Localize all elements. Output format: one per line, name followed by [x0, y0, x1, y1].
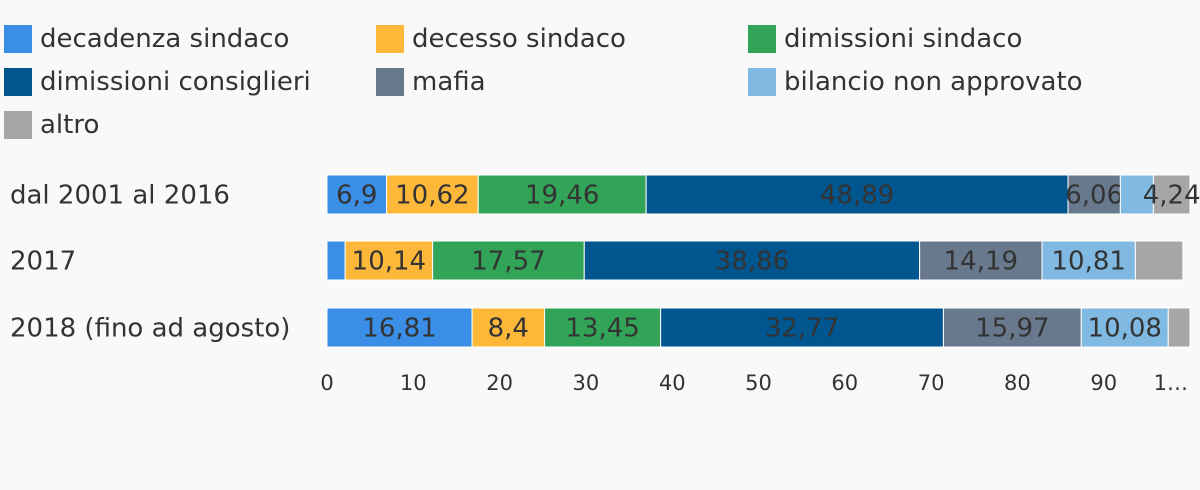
legend-label: dimissioni consiglieri [40, 67, 311, 97]
legend-item[interactable]: mafia [376, 67, 486, 97]
x-tick-label: 70 [918, 371, 945, 395]
legend-item[interactable]: altro [4, 110, 99, 140]
category-label: 2018 (fino ad agosto) [10, 314, 290, 344]
data-label: 15,97 [975, 314, 1049, 344]
bar-segment [326, 240, 346, 281]
legend-label: dimissioni sindaco [784, 24, 1023, 54]
legend-swatch [748, 25, 776, 53]
data-label: 19,46 [525, 181, 599, 211]
data-label: 6,9 [336, 181, 377, 211]
category-label: 2017 [10, 247, 76, 277]
data-label: 14,19 [944, 247, 1018, 277]
legend-label: altro [40, 110, 100, 140]
x-tick-label: 50 [745, 371, 772, 395]
bar-segment [1152, 174, 1191, 215]
legend-swatch [376, 68, 404, 96]
data-label: 17,57 [471, 247, 545, 277]
x-tick-label: 40 [659, 371, 686, 395]
bar-segment [471, 307, 546, 348]
bar-segment [645, 174, 1069, 215]
data-label: 4,24 [1143, 181, 1200, 211]
data-label: 6,06 [1065, 181, 1123, 211]
legend-item[interactable]: dimissioni consiglieri [4, 67, 311, 97]
legend-swatch [4, 68, 32, 96]
bar-segment [919, 240, 1043, 281]
data-label: 8,4 [488, 314, 529, 344]
legend-item[interactable]: bilancio non approvato [748, 67, 1083, 97]
bar-segment [432, 240, 585, 281]
bar-segment [326, 307, 473, 348]
legend-item[interactable]: decesso sindaco [376, 24, 626, 54]
bar-segment [1067, 174, 1121, 215]
bar-segment [344, 240, 434, 281]
legend-swatch [4, 111, 32, 139]
x-tick-label: 0 [320, 371, 333, 395]
bar-segment [386, 174, 479, 215]
data-label: 10,08 [1088, 314, 1162, 344]
data-label: 48,89 [820, 181, 894, 211]
legend-swatch [376, 25, 404, 53]
bar-segment [1167, 307, 1191, 348]
x-tick-label: 20 [486, 371, 513, 395]
legend-swatch [748, 68, 776, 96]
legend-label: decadenza sindaco [40, 24, 290, 54]
bar-segment [660, 307, 944, 348]
bar-segment [1041, 240, 1136, 281]
data-label: 32,77 [765, 314, 839, 344]
data-label: 10,62 [395, 181, 469, 211]
legend-label: mafia [412, 67, 486, 97]
x-tick-label: 10 [400, 371, 427, 395]
legend-label: decesso sindaco [412, 24, 626, 54]
bar-segment [477, 174, 647, 215]
data-label: 16,81 [362, 314, 436, 344]
bar-segment [942, 307, 1082, 348]
legend-item[interactable]: dimissioni sindaco [748, 24, 1022, 54]
bar-segment [583, 240, 921, 281]
data-label: 10,14 [352, 247, 426, 277]
legend: decadenza sindaco decesso sindaco dimissio… [0, 0, 1200, 150]
data-label: 38,86 [715, 247, 789, 277]
bar-segment [1119, 174, 1154, 215]
x-tick-label: 60 [831, 371, 858, 395]
x-tick-label: 90 [1090, 371, 1117, 395]
bar-segment [1134, 240, 1184, 281]
data-label: 13,45 [565, 314, 639, 344]
data-label: 10,81 [1052, 247, 1126, 277]
x-tick-label: 80 [1004, 371, 1031, 395]
bar-segment [544, 307, 662, 348]
legend-swatch [4, 25, 32, 53]
category-label: dal 2001 al 2016 [10, 181, 230, 211]
bar-segment [326, 174, 388, 215]
x-tick-label: 30 [573, 371, 600, 395]
x-tick-label: 1… [1154, 371, 1188, 395]
legend-label: bilancio non approvato [784, 67, 1083, 97]
legend-item[interactable]: decadenza sindaco [4, 24, 289, 54]
